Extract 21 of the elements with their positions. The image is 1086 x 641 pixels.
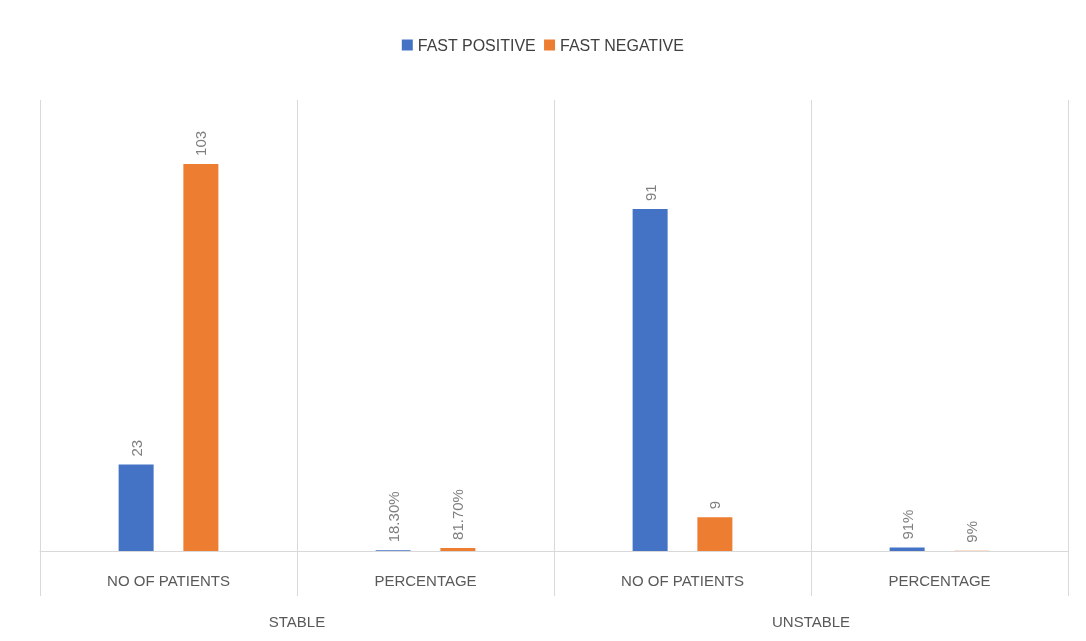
data-label: 9% (963, 520, 981, 543)
bar (697, 517, 733, 551)
data-label: 103 (192, 130, 210, 156)
bar (118, 464, 154, 551)
x-tick-label: PERCENTAGE (888, 572, 991, 589)
text: STABLE (268, 612, 326, 630)
x-tick-label: NO OF PATIENTS (621, 572, 744, 589)
legend-label: FAST NEGATIVE (560, 36, 684, 54)
x-tick-label: PERCENTAGE (374, 572, 477, 589)
data-label: 23 (127, 439, 145, 457)
data-label: 9 (706, 500, 724, 510)
data-label: 91% (898, 509, 916, 540)
text: UNSTABLE (771, 612, 851, 630)
x-tick-label: NO OF PATIENTS (107, 572, 230, 589)
bar (440, 547, 476, 551)
bar (183, 163, 219, 551)
legend-label: FAST POSITIVE (417, 36, 536, 54)
data-label: 91 (641, 184, 659, 201)
data-label: 81.70% (449, 489, 467, 540)
bar (632, 208, 668, 551)
data-label: 18.30% (384, 491, 402, 543)
